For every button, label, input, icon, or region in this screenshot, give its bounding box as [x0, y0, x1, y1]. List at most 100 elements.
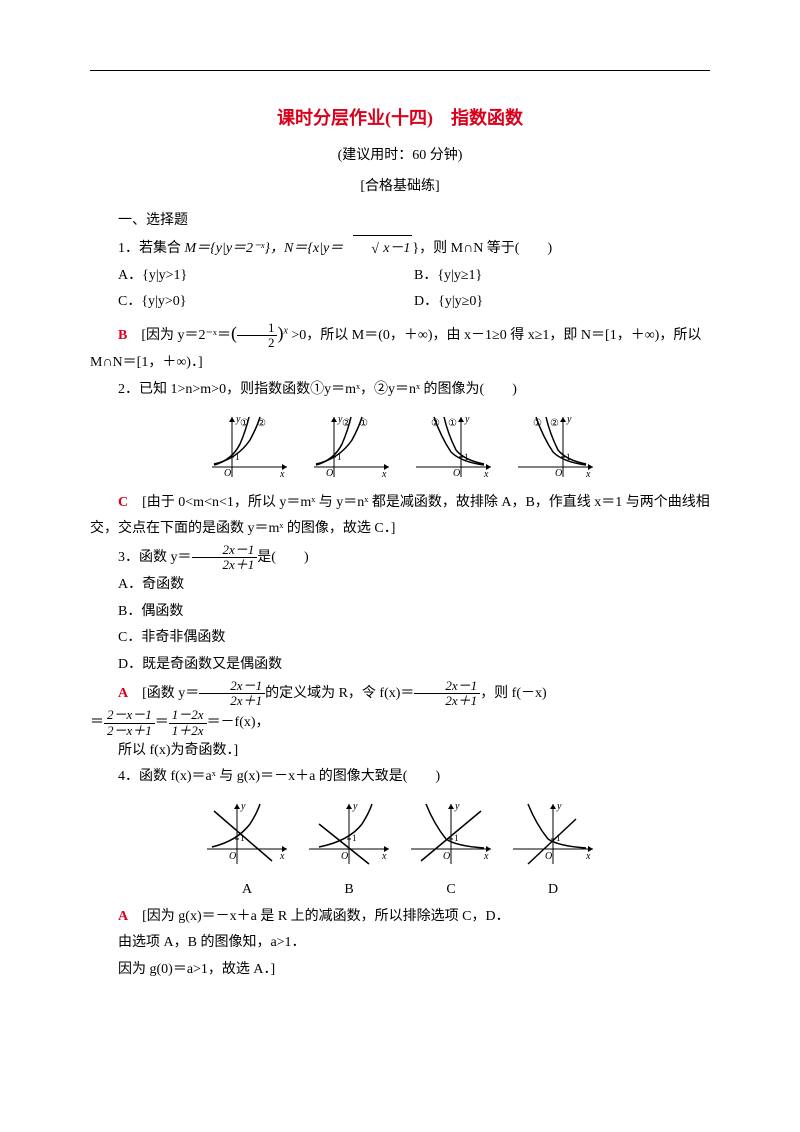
- q3-stem: 3．函数 y＝2x－12x＋1是( ): [90, 543, 710, 573]
- q3-expl-mid: 的定义域为 R，令 f(x)＝: [265, 686, 414, 701]
- svg-text:y: y: [235, 414, 241, 425]
- q3-answer: A: [118, 686, 128, 701]
- q3-l2-frac2: 1－2x1＋2x: [169, 708, 207, 738]
- q3-expl-frac1: 2x－12x＋1: [199, 679, 265, 709]
- svg-text:y: y: [352, 801, 358, 812]
- q3-explanation-l3: 所以 f(x)为奇函数．]: [90, 738, 710, 765]
- q2-explanation: C [由于 0<m<n<1，所以 y＝mˣ 与 y＝nˣ 都是减函数，故排除 A…: [90, 490, 710, 543]
- q3-optB: B．偶函数: [90, 599, 710, 626]
- svg-text:O: O: [555, 468, 562, 479]
- q1-stem: 1．若集合 M＝{y|y＝2⁻ˣ}，N＝{x|y＝ x－1}，则 M∩N 等于( …: [90, 235, 710, 263]
- q4-answer: A: [118, 909, 128, 924]
- q3-l2-mid: ＝: [155, 715, 169, 730]
- q3-explanation-l1: A [函数 y＝2x－12x＋1的定义域为 R，令 f(x)＝2x－12x＋1，…: [90, 679, 710, 709]
- svg-text:O: O: [341, 851, 348, 862]
- q2-answer: C: [118, 495, 128, 510]
- svg-text:y: y: [240, 801, 246, 812]
- q2-graph-A: ① ② 1 O x y: [202, 412, 292, 482]
- q3-l2-post: ＝－f(x)，: [207, 715, 270, 730]
- top-rule: [90, 70, 710, 71]
- q3-optC: C．非奇非偶函数: [90, 625, 710, 652]
- q4-graph-D: 1 O x y: [508, 799, 598, 869]
- q3-l2-pre: ＝: [90, 715, 104, 730]
- q4-expl2: 由选项 A，B 的图像知，a>1．: [90, 930, 710, 957]
- q4-stem: 4．函数 f(x)＝aˣ 与 g(x)＝－x＋a 的图像大致是( ): [90, 764, 710, 791]
- q1-stem-pre: 1．若集合: [118, 241, 185, 256]
- svg-text:1: 1: [352, 833, 357, 843]
- svg-text:①: ①: [359, 418, 368, 429]
- svg-text:x: x: [381, 851, 387, 862]
- q4-graphs: 1 O x y 1 O x y 1 O x y: [90, 799, 710, 869]
- q1-optA: A．{y|y>1}: [118, 263, 414, 290]
- q3-stem-pre: 3．函数 y＝: [118, 550, 192, 565]
- svg-text:x: x: [483, 851, 489, 862]
- svg-text:y: y: [556, 801, 562, 812]
- svg-text:y: y: [337, 414, 343, 425]
- svg-text:1: 1: [556, 833, 561, 843]
- svg-text:O: O: [224, 468, 231, 479]
- svg-text:1: 1: [240, 833, 245, 843]
- q1-stem-post: }，则 M∩N 等于( ): [412, 241, 552, 256]
- svg-text:②: ②: [431, 418, 440, 429]
- svg-text:①: ①: [533, 418, 542, 429]
- svg-text:x: x: [279, 851, 285, 862]
- svg-text:②: ②: [342, 418, 351, 429]
- q4-expl1: [因为 g(x)＝－x＋a 是 R 上的减函数，所以排除选项 C，D．: [128, 909, 510, 924]
- svg-text:O: O: [229, 851, 236, 862]
- q4-expl3: 因为 g(0)＝a>1，故选 A．]: [90, 957, 710, 984]
- svg-text:1: 1: [566, 452, 571, 462]
- q1-answer: B: [118, 328, 127, 343]
- svg-text:y: y: [454, 801, 460, 812]
- svg-text:1: 1: [454, 833, 459, 843]
- q3-stem-post: 是( ): [257, 550, 308, 565]
- svg-text:y: y: [464, 414, 470, 425]
- q1-options-row2: C．{y|y>0} D．{y|y≥0}: [118, 289, 710, 316]
- q4-labels: A B C D: [90, 877, 710, 904]
- q2-stem: 2．已知 1>n>m>0，则指数函数①y＝mˣ，②y＝nˣ 的图像为( ): [90, 377, 710, 404]
- q1-expl-pre: [因为 y＝2⁻ˣ＝: [127, 328, 231, 343]
- svg-text:O: O: [545, 851, 552, 862]
- subtitle: (建议用时：60 分钟): [90, 143, 710, 170]
- section-label: [合格基础练]: [90, 174, 710, 201]
- q2-graph-C: ② ① 1 O x y: [406, 412, 496, 482]
- q4-graph-C: 1 O x y: [406, 799, 496, 869]
- q3-expl-pre: [函数 y＝: [128, 686, 199, 701]
- q1-optD: D．{y|y≥0}: [414, 289, 710, 316]
- q4-label-D: D: [508, 877, 598, 904]
- svg-text:①: ①: [448, 418, 457, 429]
- q1-frac: 12: [237, 321, 278, 351]
- q2-graph-B: ② ① 1 O x y: [304, 412, 394, 482]
- svg-text:x: x: [483, 469, 489, 480]
- svg-text:②: ②: [550, 418, 559, 429]
- svg-text:O: O: [443, 851, 450, 862]
- q1-options-row1: A．{y|y>1} B．{y|y≥1}: [118, 263, 710, 290]
- q3-explanation-l2: ＝2－x－12－x＋1＝1－2x1＋2x＝－f(x)，: [90, 708, 710, 738]
- q4-label-C: C: [406, 877, 496, 904]
- svg-text:①: ①: [240, 418, 249, 429]
- svg-text:②: ②: [257, 418, 266, 429]
- q4-label-B: B: [304, 877, 394, 904]
- svg-text:x: x: [585, 851, 591, 862]
- q2-expl: [由于 0<m<n<1，所以 y＝mˣ 与 y＝nˣ 都是减函数，故排除 A，B…: [90, 495, 710, 537]
- q2-graphs: ① ② 1 O x y ② ① 1 O x y: [90, 412, 710, 482]
- q4-label-A: A: [202, 877, 292, 904]
- q3-frac: 2x－12x＋1: [192, 543, 258, 573]
- q3-l2-frac1: 2－x－12－x＋1: [104, 708, 155, 738]
- q4-graph-A: 1 O x y: [202, 799, 292, 869]
- svg-text:x: x: [279, 469, 285, 480]
- q3-optA: A．奇函数: [90, 572, 710, 599]
- svg-text:x: x: [585, 469, 591, 480]
- q2-graph-D: ① ② 1 O x y: [508, 412, 598, 482]
- q1-stem-mid: M＝{y|y＝2⁻ˣ}，N＝{x|y＝: [185, 241, 344, 256]
- q3-expl-frac2: 2x－12x＋1: [414, 679, 480, 709]
- page-title: 课时分层作业(十四) 指数函数: [90, 101, 710, 135]
- q1-explanation: B [因为 y＝2⁻ˣ＝(12)x >0，所以 M＝(0，＋∞)，由 x－1≥0…: [90, 316, 710, 377]
- svg-text:O: O: [326, 468, 333, 479]
- q4-explanation-l1: A [因为 g(x)＝－x＋a 是 R 上的减函数，所以排除选项 C，D．: [90, 904, 710, 931]
- q1-optB: B．{y|y≥1}: [414, 263, 710, 290]
- q1-sqrt: x－1: [353, 235, 412, 263]
- q3-expl-post: ，则 f(－x): [480, 686, 547, 701]
- svg-text:O: O: [453, 468, 460, 479]
- section-heading: 一、选择题: [90, 208, 710, 235]
- svg-text:x: x: [381, 469, 387, 480]
